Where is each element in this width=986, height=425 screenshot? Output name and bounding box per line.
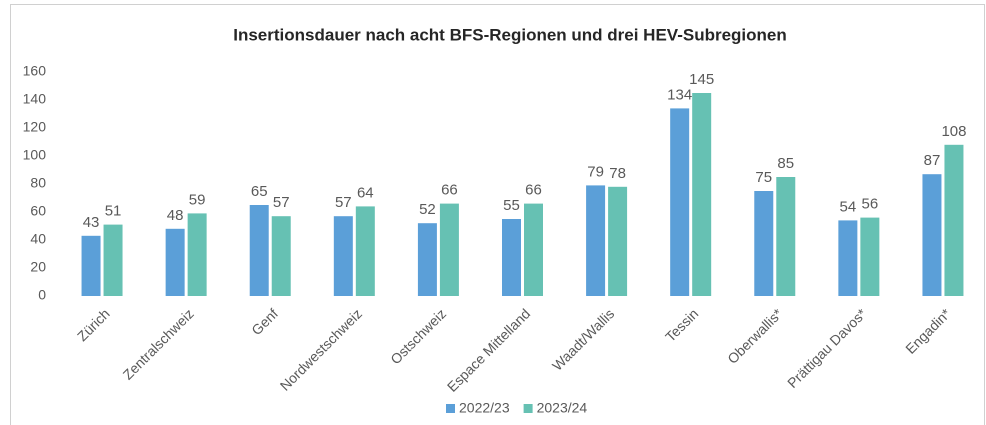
bar bbox=[670, 108, 690, 297]
y-tick-label: 140 bbox=[23, 91, 47, 107]
y-tick-label: 160 bbox=[23, 63, 47, 79]
x-tick-label: Nordwestschweiz bbox=[277, 305, 365, 393]
y-tick-label: 80 bbox=[30, 175, 46, 191]
value-label: 87 bbox=[924, 152, 941, 169]
value-label: 54 bbox=[840, 198, 857, 215]
bar bbox=[81, 235, 101, 296]
y-tick-label: 120 bbox=[23, 119, 47, 135]
value-label: 52 bbox=[419, 201, 436, 218]
value-label: 85 bbox=[777, 155, 794, 172]
bar bbox=[355, 206, 375, 296]
x-tick-label: Espace Mittelland bbox=[444, 305, 533, 394]
bar bbox=[838, 220, 858, 296]
value-label: 66 bbox=[441, 182, 458, 199]
value-label: 79 bbox=[587, 163, 604, 180]
bar bbox=[608, 186, 628, 296]
bar bbox=[502, 219, 521, 296]
x-tick-label: Ostschweiz bbox=[387, 305, 449, 367]
value-label: 108 bbox=[941, 123, 966, 140]
bar bbox=[165, 228, 185, 296]
x-tick-label: Engadin* bbox=[902, 305, 954, 357]
legend-label: 2022/23 bbox=[459, 400, 510, 416]
bar bbox=[754, 191, 774, 296]
bar bbox=[271, 216, 291, 296]
value-label: 78 bbox=[609, 165, 626, 182]
legend-swatch bbox=[523, 404, 533, 413]
bar bbox=[103, 224, 123, 296]
value-label: 57 bbox=[335, 194, 352, 211]
bar bbox=[417, 223, 437, 296]
value-label: 66 bbox=[525, 182, 542, 199]
bar bbox=[922, 174, 942, 296]
value-label: 43 bbox=[83, 214, 100, 231]
bar bbox=[187, 213, 207, 296]
bar bbox=[249, 205, 269, 296]
x-tick-label: Zürich bbox=[74, 305, 113, 344]
bar bbox=[776, 177, 796, 296]
value-label: 56 bbox=[862, 196, 879, 213]
bar bbox=[524, 203, 543, 296]
bar bbox=[333, 216, 353, 296]
x-tick-label: Genf bbox=[248, 305, 281, 338]
bar bbox=[439, 203, 459, 296]
x-tick-label: Zentralschweiz bbox=[120, 305, 197, 382]
value-label: 48 bbox=[167, 207, 184, 224]
value-label: 134 bbox=[667, 86, 692, 103]
chart-title: Insertionsdauer nach acht BFS-Regionen u… bbox=[233, 25, 787, 44]
bar bbox=[692, 93, 712, 296]
y-tick-label: 0 bbox=[38, 287, 46, 303]
value-label: 75 bbox=[755, 169, 772, 186]
value-label: 57 bbox=[273, 194, 290, 211]
value-label: 59 bbox=[189, 191, 206, 208]
value-label: 51 bbox=[105, 203, 122, 220]
bar bbox=[860, 217, 880, 296]
legend-label: 2023/24 bbox=[537, 400, 588, 416]
y-tick-label: 40 bbox=[30, 231, 46, 247]
bar bbox=[586, 185, 606, 296]
legend-swatch bbox=[446, 404, 455, 413]
chart-frame bbox=[10, 4, 985, 425]
y-tick-label: 100 bbox=[23, 147, 47, 163]
x-tick-label: Oberwallis* bbox=[724, 305, 786, 367]
bar bbox=[944, 144, 964, 296]
y-tick-label: 60 bbox=[30, 203, 46, 219]
value-label: 64 bbox=[357, 184, 374, 201]
x-tick-label: Prättigau Davos* bbox=[784, 305, 870, 391]
value-label: 145 bbox=[689, 71, 714, 88]
x-tick-label: Waadt/Wallis bbox=[549, 305, 617, 373]
value-label: 65 bbox=[251, 183, 268, 200]
x-tick-label: Tessin bbox=[662, 305, 701, 344]
value-label: 55 bbox=[503, 197, 520, 214]
y-tick-label: 20 bbox=[30, 259, 46, 275]
